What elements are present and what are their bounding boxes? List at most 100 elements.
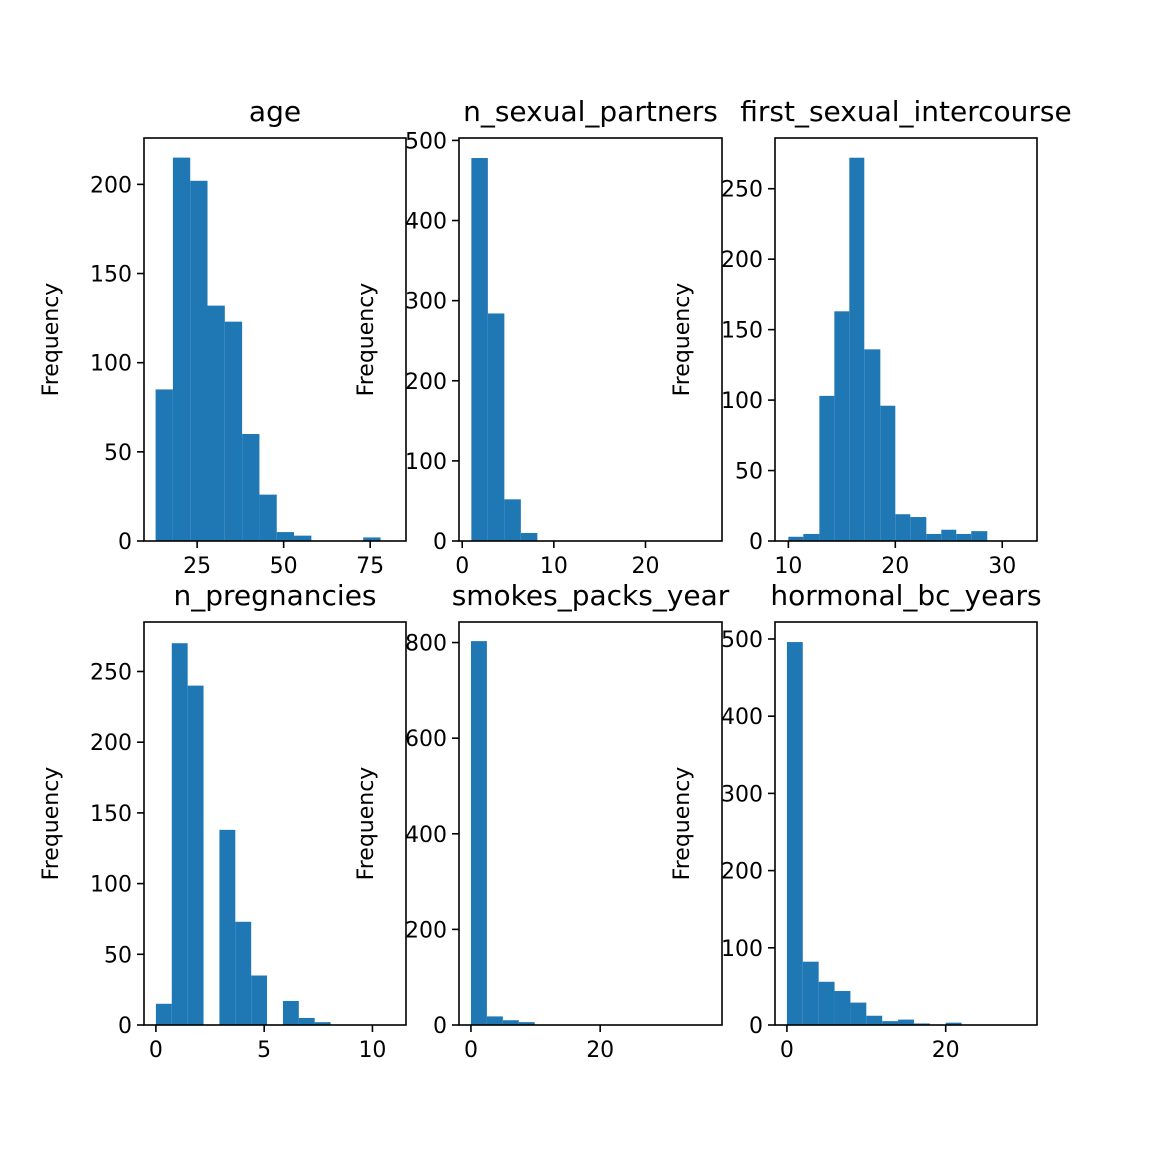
- histogram-bar: [834, 991, 851, 1025]
- histogram-bar: [224, 321, 243, 541]
- subplot-n_pregnancies: 0 5 10050100150200250n_pregnanciesFrequenc…: [39, 579, 407, 1063]
- subplot-hormonal_bc_years: 0 200100200300400500hormonal_bc_yearsFreq…: [670, 579, 1042, 1063]
- histogram-bar: [849, 157, 865, 542]
- histogram-bar: [864, 349, 881, 541]
- axes-frame: [458, 137, 723, 542]
- y-tick-label: 500: [721, 628, 763, 653]
- y-tick-label: 200: [721, 860, 763, 885]
- subplot-smokes_packs_year: 0 200200400600800smokes_packs_yearFrequen…: [354, 579, 730, 1063]
- subplot-title: n_sexual_partners: [463, 95, 718, 128]
- histogram-bar: [926, 533, 942, 541]
- y-axis-label: Frequency: [39, 283, 64, 397]
- subplot-title: hormonal_bc_years: [770, 579, 1041, 612]
- x-tick-label: 0: [464, 1038, 478, 1063]
- histogram-bar: [219, 829, 236, 1025]
- histogram-bar: [786, 642, 803, 1025]
- y-tick-label: 400: [721, 705, 763, 730]
- y-tick-label: 100: [405, 450, 447, 475]
- y-tick-label: 150: [721, 319, 763, 344]
- subplot-title: age: [249, 95, 301, 128]
- histogram-bar: [502, 1020, 519, 1025]
- histogram-bar: [880, 405, 896, 541]
- y-tick-label: 0: [433, 530, 447, 555]
- y-axis-label: Frequency: [670, 283, 695, 397]
- histogram-bar: [788, 536, 804, 541]
- x-tick-label: 0: [455, 554, 469, 579]
- histogram-bar: [819, 395, 835, 541]
- histogram-bar: [190, 180, 208, 542]
- y-tick-label: 400: [405, 210, 447, 235]
- histogram-bar: [187, 685, 204, 1025]
- y-tick-label: 200: [405, 370, 447, 395]
- y-tick-label: 250: [90, 660, 132, 685]
- histogram-bar: [172, 157, 191, 541]
- histogram-bar: [866, 1015, 883, 1025]
- y-tick-label: 200: [721, 248, 763, 273]
- x-tick-label: 25: [183, 554, 211, 579]
- histogram-bar: [945, 1022, 962, 1025]
- y-tick-label: 100: [721, 937, 763, 962]
- x-tick-label: 50: [270, 554, 298, 579]
- y-tick-label: 0: [749, 530, 763, 555]
- histogram-bar: [251, 975, 268, 1025]
- histogram-bar: [487, 313, 505, 541]
- subplot-title: smokes_packs_year: [452, 579, 730, 612]
- y-tick-label: 0: [118, 1014, 132, 1039]
- histogram-bar: [520, 532, 538, 541]
- y-tick-label: 100: [90, 873, 132, 898]
- axes-frame: [458, 621, 723, 1026]
- subplot-title: n_pregnancies: [173, 579, 376, 612]
- x-tick-label: 0: [780, 1038, 794, 1063]
- histogram-bar: [235, 921, 252, 1025]
- histogram-bar: [276, 532, 295, 541]
- x-tick-label: 10: [774, 554, 802, 579]
- y-axis-label: Frequency: [39, 767, 64, 881]
- y-tick-label: 100: [90, 352, 132, 377]
- x-tick-label: 20: [631, 554, 659, 579]
- subplot-first_sexual_intercourse: 10 20 30 0 50 100 150 200 250 first_sexual_interc…: [670, 95, 1072, 579]
- histogram-bar: [207, 305, 225, 541]
- y-tick-label: 300: [721, 782, 763, 807]
- histogram-bar: [282, 1000, 299, 1025]
- axes-frame: [774, 621, 1038, 1026]
- y-tick-label: 500: [405, 129, 447, 154]
- y-tick-label: 150: [90, 263, 132, 288]
- subplot-title: first_sexual_intercourse: [740, 95, 1072, 128]
- axes-frame: [143, 137, 407, 542]
- x-tick-label: 5: [257, 1038, 271, 1063]
- x-tick-label: 10: [358, 1038, 386, 1063]
- x-tick-label: 75: [356, 554, 384, 579]
- histogram-bar: [298, 1017, 315, 1025]
- histogram-bar: [818, 981, 835, 1025]
- axes-frame: [143, 621, 407, 1026]
- y-tick-label: 200: [90, 731, 132, 756]
- histogram-bar: [294, 535, 312, 541]
- y-tick-label: 0: [749, 1014, 763, 1039]
- histogram-bar: [314, 1022, 331, 1025]
- histogram-bar: [898, 1019, 914, 1025]
- y-axis-label: Frequency: [670, 767, 695, 881]
- y-tick-label: 150: [90, 802, 132, 827]
- histogram-bar: [155, 1003, 172, 1025]
- y-tick-label: 0: [118, 530, 132, 555]
- y-tick-label: 50: [104, 943, 132, 968]
- histogram-bar: [171, 643, 188, 1025]
- histogram-bar: [259, 494, 277, 541]
- histogram-bar: [882, 1021, 899, 1025]
- histogram-bar: [910, 517, 927, 541]
- histogram-bar: [242, 434, 260, 541]
- y-tick-label: 50: [735, 460, 763, 485]
- x-tick-label: 30: [988, 554, 1016, 579]
- axes-frame: [774, 137, 1038, 542]
- histogram-bar: [518, 1022, 535, 1025]
- y-tick-label: 200: [405, 918, 447, 943]
- histogram-bar: [834, 311, 850, 541]
- subplot-n_sexual_partners: 0 10 200100200300400500n_sexual_partnersFr…: [354, 95, 723, 579]
- y-tick-label: 300: [405, 290, 447, 315]
- histogram-bar: [956, 533, 972, 541]
- histogram-bar: [850, 1002, 867, 1025]
- y-axis-label: Frequency: [354, 767, 379, 881]
- y-tick-label: 800: [405, 632, 447, 657]
- y-tick-label: 600: [405, 727, 447, 752]
- histogram-bar: [895, 514, 911, 541]
